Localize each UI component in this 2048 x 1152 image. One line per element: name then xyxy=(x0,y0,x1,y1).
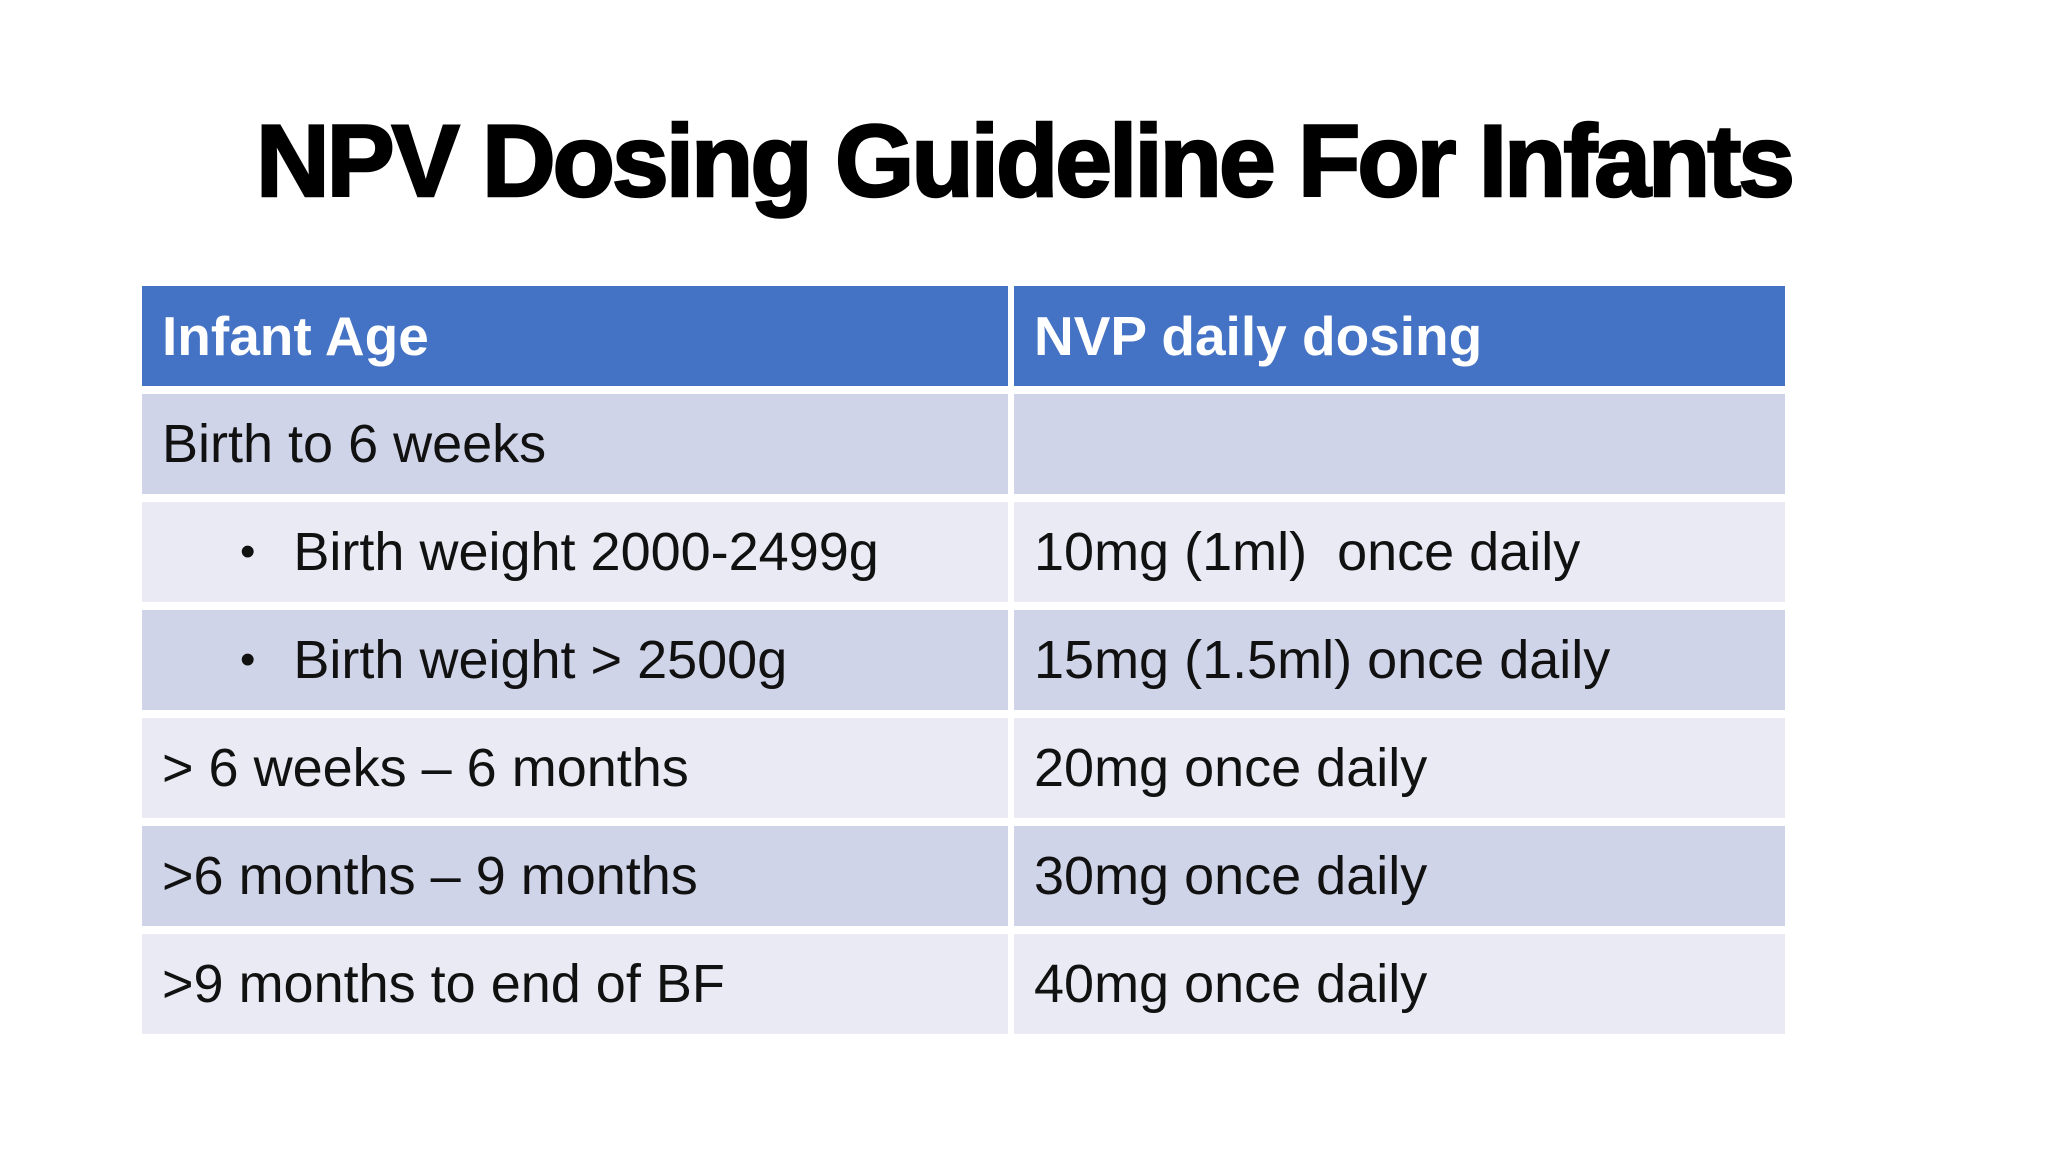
table-row-dose-cell xyxy=(1014,394,1785,494)
age-value: >6 months – 9 months xyxy=(162,846,698,906)
table-row-dose-cell: 20mg once daily xyxy=(1014,718,1785,818)
table-row-age-cell: > 6 weeks – 6 months xyxy=(142,718,1008,818)
column-header-label: NVP daily dosing xyxy=(1034,305,1483,367)
age-value: Birth weight > 2500g xyxy=(293,630,788,690)
age-value: > 6 weeks – 6 months xyxy=(162,738,689,798)
table-row-age-cell: • Birth weight > 2500g xyxy=(142,610,1008,710)
table-row-age-cell: >6 months – 9 months xyxy=(142,826,1008,926)
age-value: >9 months to end of BF xyxy=(162,954,725,1014)
dosing-table: Infant Age NVP daily dosing Birth to 6 w… xyxy=(142,286,1785,1034)
column-header-nvp-daily-dosing: NVP daily dosing xyxy=(1014,286,1785,386)
dose-value: 10mg (1ml) once daily xyxy=(1034,522,1581,582)
table-row-age-cell: Birth to 6 weeks xyxy=(142,394,1008,494)
column-header-label: Infant Age xyxy=(162,305,429,367)
table-row-age-cell: • Birth weight 2000-2499g xyxy=(142,502,1008,602)
dose-value: 15mg (1.5ml) once daily xyxy=(1034,630,1611,690)
dose-value: 20mg once daily xyxy=(1034,738,1428,798)
table-row-dose-cell: 40mg once daily xyxy=(1014,934,1785,1034)
age-value: Birth weight 2000-2499g xyxy=(293,522,879,582)
bullet-icon: • xyxy=(240,635,256,684)
bullet-icon: • xyxy=(240,527,256,576)
table-row-dose-cell: 10mg (1ml) once daily xyxy=(1014,502,1785,602)
table-row-dose-cell: 30mg once daily xyxy=(1014,826,1785,926)
dose-value: 30mg once daily xyxy=(1034,846,1428,906)
dose-value: 40mg once daily xyxy=(1034,954,1428,1014)
column-header-infant-age: Infant Age xyxy=(142,286,1008,386)
page-title: NPV Dosing Guideline For Infants xyxy=(255,104,1797,218)
age-value: Birth to 6 weeks xyxy=(162,414,547,474)
table-row-age-cell: >9 months to end of BF xyxy=(142,934,1008,1034)
table-row-dose-cell: 15mg (1.5ml) once daily xyxy=(1014,610,1785,710)
